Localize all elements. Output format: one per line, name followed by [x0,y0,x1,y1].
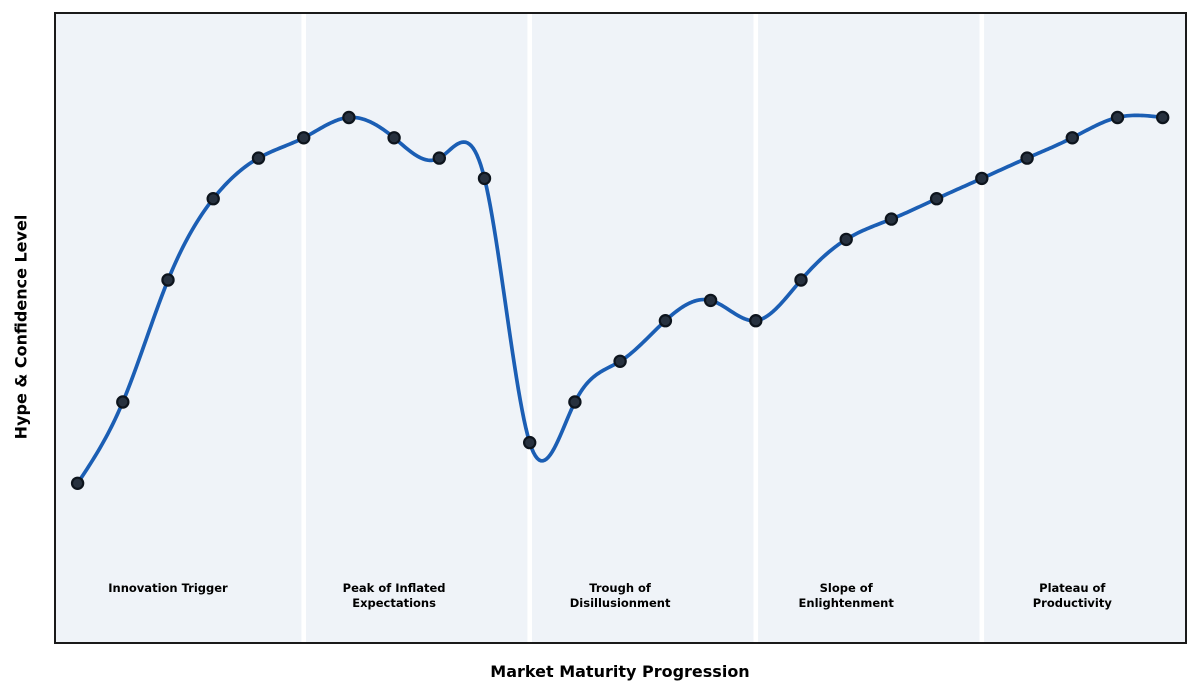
phase-label-peak-of-inflated-expectations: Peak of Inflated Expectations [342,581,446,610]
phase-label-trough-of-disillusionment: Trough of Disillusionment [569,581,671,610]
y-axis-label: Hype & Confidence Level [11,214,31,440]
phase-label-slope-of-enlightenment: Slope of Enlightenment [798,581,894,610]
phase-label-plateau-of-productivity: Plateau of Productivity [1032,581,1112,610]
plot-area [54,12,1187,644]
x-axis-label: Market Maturity Progression [490,662,750,681]
phase-label-innovation-trigger: Innovation Trigger [108,581,228,595]
